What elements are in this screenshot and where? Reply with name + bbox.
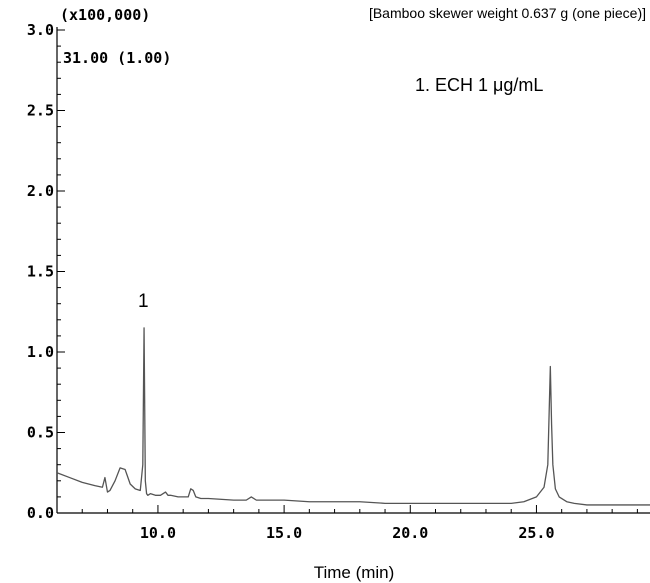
y-tick-label: 1.5 xyxy=(27,263,54,281)
y-tick-label: 3.0 xyxy=(27,21,54,39)
y-tick-label: 1.0 xyxy=(27,343,54,361)
peak-label-1: 1 xyxy=(138,291,149,312)
plot-frame xyxy=(56,27,650,514)
legend-text: 1. ECH 1 μg/mL xyxy=(415,75,543,95)
x-tick-label: 15.0 xyxy=(266,524,302,542)
channel-label: 31.00 (1.00) xyxy=(63,49,171,67)
y-tick-label: 0.0 xyxy=(27,504,54,522)
x-tick-label: 20.0 xyxy=(392,524,428,542)
y-tick-label: 2.5 xyxy=(27,102,54,120)
y-tick-label: 0.5 xyxy=(27,424,54,442)
x-axis: 10.0 15.0 20.0 25.0 xyxy=(56,505,638,542)
x-axis-title: Time (min) xyxy=(314,563,395,582)
scale-multiplier-label: (x100,000) xyxy=(60,6,150,24)
series-line-0 xyxy=(56,327,650,506)
y-tick-label: 2.0 xyxy=(27,182,54,200)
y-axis: 0.0 0.5 1.0 1.5 2.0 2.5 3.0 xyxy=(27,21,65,522)
series-layer xyxy=(56,327,650,506)
x-tick-label: 25.0 xyxy=(518,524,554,542)
x-tick-label: 10.0 xyxy=(140,524,176,542)
chart-title: [Bamboo skewer weight 0.637 g (one piece… xyxy=(369,5,646,21)
